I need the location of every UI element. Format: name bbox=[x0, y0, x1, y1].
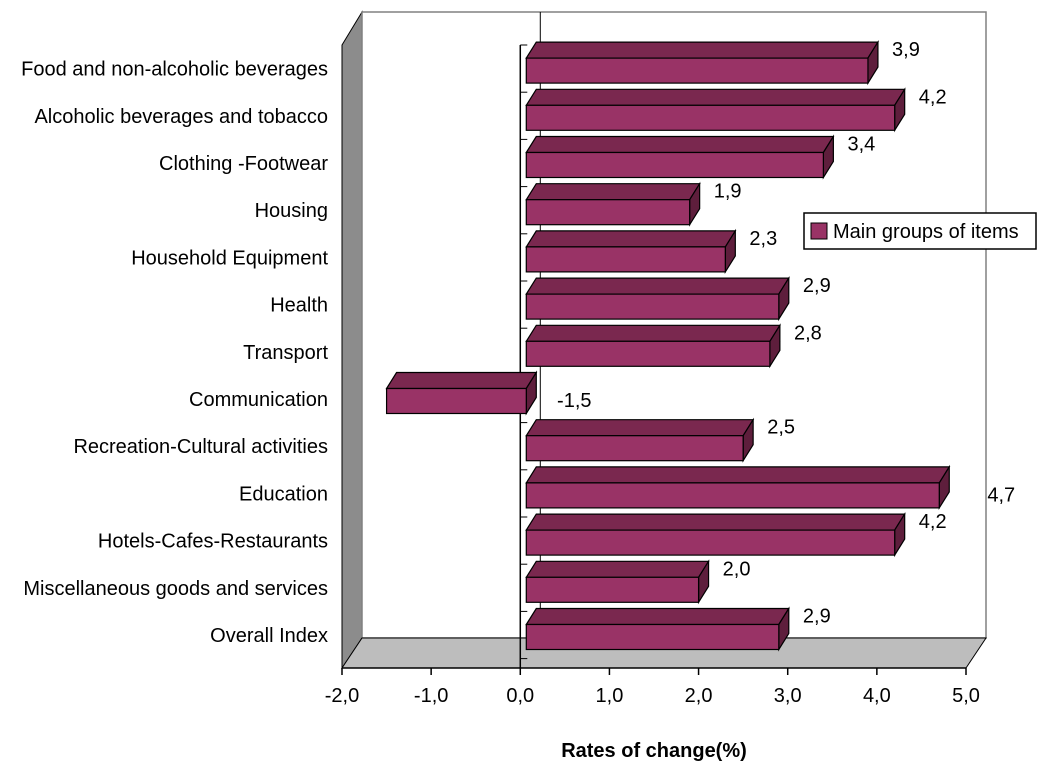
bar-front-face bbox=[525, 623, 780, 651]
legend: Main groups of items bbox=[803, 212, 1037, 250]
bar bbox=[525, 228, 737, 274]
bar-front-face bbox=[385, 387, 527, 415]
category-label: Education bbox=[239, 483, 328, 505]
bar-top-face bbox=[525, 277, 790, 295]
bar-top-face bbox=[525, 324, 781, 342]
bar-top-face bbox=[525, 419, 755, 437]
x-tick-label: 5,0 bbox=[952, 685, 980, 707]
bar bbox=[525, 606, 790, 652]
bar-top-face bbox=[525, 230, 737, 248]
x-tick-label: -2,0 bbox=[325, 685, 359, 707]
x-tick-label: 0,0 bbox=[506, 685, 534, 707]
bar-top-face bbox=[525, 607, 790, 626]
data-label: 4,2 bbox=[919, 511, 947, 533]
bar-front-face bbox=[525, 435, 744, 462]
bar bbox=[525, 512, 906, 558]
x-tick-label: -1,0 bbox=[414, 685, 448, 707]
bar-top-face bbox=[525, 135, 835, 154]
category-label: Recreation-Cultural activities bbox=[73, 436, 328, 458]
bar-top-face bbox=[525, 466, 951, 484]
data-label: 2,0 bbox=[723, 558, 751, 580]
x-tick-label: 4,0 bbox=[863, 685, 891, 707]
data-label: 2,5 bbox=[767, 417, 795, 439]
x-tick-label: 1,0 bbox=[596, 685, 624, 707]
bar-front-face bbox=[525, 576, 700, 603]
bar-front-face bbox=[525, 104, 896, 131]
bar-front-face bbox=[525, 529, 896, 556]
data-label: 3,4 bbox=[847, 134, 875, 156]
bar bbox=[525, 417, 755, 463]
bar-top-face bbox=[525, 513, 906, 531]
category-label: Hotels-Cafes-Restaurants bbox=[98, 531, 328, 553]
category-label: Transport bbox=[243, 342, 328, 364]
data-label: 2,9 bbox=[803, 275, 831, 297]
data-label: 1,9 bbox=[714, 181, 742, 203]
bar-top-face bbox=[525, 41, 880, 59]
side-wall bbox=[341, 10, 363, 670]
bar-front-face bbox=[525, 199, 691, 226]
bar-front-face bbox=[525, 57, 869, 84]
category-label: Health bbox=[270, 295, 328, 317]
bar-front-face bbox=[525, 246, 726, 273]
category-label: Housing bbox=[255, 200, 328, 222]
bar-top-face bbox=[525, 183, 701, 201]
legend-box bbox=[803, 212, 1037, 250]
category-label: Communication bbox=[189, 389, 328, 411]
bar bbox=[525, 40, 880, 86]
data-label: 4,2 bbox=[919, 86, 947, 108]
bar bbox=[525, 559, 710, 605]
bar bbox=[525, 134, 835, 180]
data-label: 2,3 bbox=[749, 228, 777, 250]
category-label: Clothing -Footwear bbox=[159, 153, 328, 175]
category-label: Miscellaneous goods and services bbox=[23, 578, 328, 600]
bar-front-face bbox=[525, 340, 771, 367]
bar bbox=[525, 87, 906, 133]
data-label: 2,9 bbox=[803, 606, 831, 628]
bar bbox=[525, 181, 701, 227]
bar bbox=[525, 323, 781, 369]
legend-label: Main groups of items bbox=[833, 221, 1019, 243]
data-label: 2,8 bbox=[794, 322, 822, 344]
bar bbox=[385, 370, 538, 416]
bar bbox=[525, 276, 790, 322]
bar-front-face bbox=[525, 482, 940, 509]
data-label: 4,7 bbox=[987, 484, 1015, 506]
category-label: Household Equipment bbox=[131, 247, 328, 269]
bar-top-face bbox=[525, 560, 710, 578]
bar-top-face bbox=[525, 88, 906, 106]
bar-top-face bbox=[385, 371, 538, 390]
x-tick-label: 3,0 bbox=[774, 685, 802, 707]
x-tick-label: 2,0 bbox=[685, 685, 713, 707]
data-label: 3,9 bbox=[892, 39, 920, 61]
bar-front-face bbox=[525, 293, 780, 320]
category-label: Alcoholic beverages and tobacco bbox=[34, 106, 328, 128]
bar bbox=[525, 464, 951, 510]
category-label: Food and non-alcoholic beverages bbox=[21, 59, 328, 81]
bar-front-face bbox=[525, 151, 824, 179]
legend-swatch bbox=[810, 222, 828, 240]
data-label: -1,5 bbox=[557, 390, 591, 412]
category-label: Overall Index bbox=[210, 625, 328, 647]
x-axis-title: Rates of change(%) bbox=[561, 740, 747, 762]
